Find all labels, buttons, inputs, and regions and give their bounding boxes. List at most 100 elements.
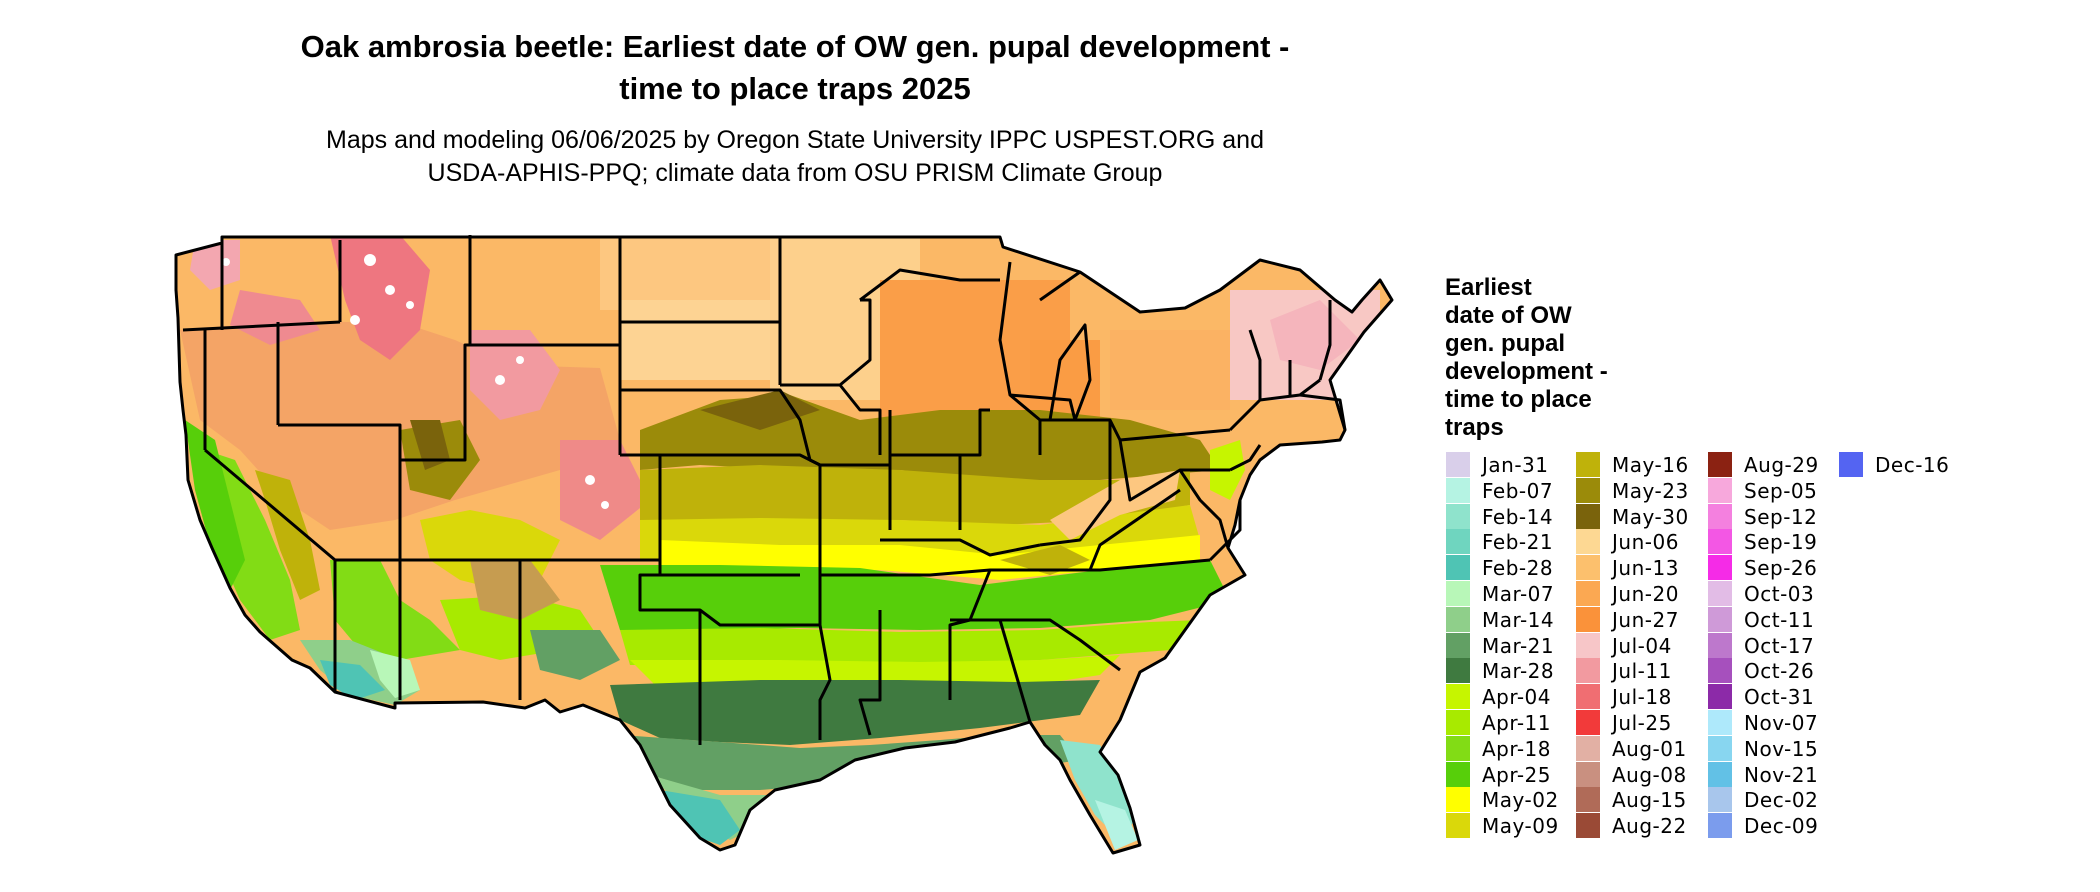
- legend-title-line: Earliest: [1445, 274, 1532, 301]
- legend-swatch: [1708, 607, 1732, 632]
- legend-label: Jun-13: [1612, 556, 1679, 580]
- legend-swatch: [1446, 581, 1470, 606]
- legend-label: May-30: [1612, 505, 1689, 529]
- legend-swatch: [1576, 529, 1600, 554]
- legend-label: Apr-18: [1482, 737, 1551, 761]
- legend-title-line: traps: [1445, 414, 1504, 441]
- legend-swatch: [1708, 710, 1732, 735]
- legend-swatch: [1576, 658, 1600, 683]
- legend-label: May-09: [1482, 814, 1559, 838]
- legend-label: Oct-11: [1744, 608, 1815, 632]
- legend-swatch: [1708, 658, 1732, 683]
- legend-title: Earliest date of OW gen. pupal developme…: [1445, 274, 1675, 442]
- legend-label: Jun-06: [1612, 530, 1679, 554]
- map-subtitle: Maps and modeling 06/06/2025 by Oregon S…: [180, 124, 1410, 190]
- map-title-line-1: Oak ambrosia beetle: Earliest date of OW…: [300, 29, 1290, 64]
- legend-swatch: [1446, 684, 1470, 709]
- legend-label: Sep-12: [1744, 505, 1818, 529]
- legend-title-line: time to place: [1445, 386, 1592, 413]
- map-title: Oak ambrosia beetle: Earliest date of OW…: [180, 26, 1410, 110]
- legend-label: Aug-01: [1612, 737, 1687, 761]
- legend-label: Sep-05: [1744, 479, 1818, 503]
- legend-label: Apr-04: [1482, 685, 1551, 709]
- legend-swatch: [1708, 529, 1732, 554]
- legend-swatch: [1708, 555, 1732, 580]
- legend-title-line: gen. pupal: [1445, 330, 1565, 357]
- legend-swatch: [1446, 813, 1470, 838]
- legend-swatch: [1576, 736, 1600, 761]
- legend-swatch: [1708, 581, 1732, 606]
- legend-label: Feb-21: [1482, 530, 1554, 554]
- legend-swatch: [1839, 452, 1863, 477]
- legend-swatch: [1446, 787, 1470, 812]
- legend-label: Dec-02: [1744, 788, 1819, 812]
- legend-label: Apr-25: [1482, 763, 1551, 787]
- legend-label: Oct-31: [1744, 685, 1815, 709]
- legend-label: Mar-07: [1482, 582, 1555, 606]
- legend-label: Jul-04: [1612, 634, 1672, 658]
- legend-swatch: [1576, 633, 1600, 658]
- map-title-line-2: time to place traps 2025: [619, 71, 971, 106]
- legend-label: Apr-11: [1482, 711, 1551, 735]
- legend-label: Mar-14: [1482, 608, 1555, 632]
- legend-label: Dec-16: [1875, 453, 1950, 477]
- legend-title-line: date of OW: [1445, 302, 1572, 329]
- legend-swatch: [1446, 736, 1470, 761]
- legend-label: Aug-22: [1612, 814, 1687, 838]
- legend-swatch: [1708, 633, 1732, 658]
- legend-swatch: [1446, 633, 1470, 658]
- legend-swatch: [1708, 684, 1732, 709]
- legend-label: Sep-26: [1744, 556, 1818, 580]
- legend-swatch: [1446, 529, 1470, 554]
- legend-swatch: [1576, 762, 1600, 787]
- legend-label: Jul-25: [1612, 711, 1672, 735]
- legend-label: Aug-15: [1612, 788, 1687, 812]
- legend-swatch: [1446, 452, 1470, 477]
- legend-swatch: [1576, 555, 1600, 580]
- legend-swatch: [1576, 684, 1600, 709]
- legend-swatch: [1576, 581, 1600, 606]
- legend-label: Jun-27: [1612, 608, 1679, 632]
- legend-swatch: [1446, 607, 1470, 632]
- legend-swatch: [1708, 452, 1732, 477]
- legend-label: Feb-07: [1482, 479, 1554, 503]
- legend-swatch: [1576, 478, 1600, 503]
- legend-swatch: [1708, 504, 1732, 529]
- legend-label: Sep-19: [1744, 530, 1818, 554]
- us-phenology-map: [174, 235, 1394, 855]
- legend-label: Nov-21: [1744, 763, 1819, 787]
- legend-label: Jul-11: [1612, 659, 1672, 683]
- map-subtitle-line-1: Maps and modeling 06/06/2025 by Oregon S…: [326, 126, 1264, 154]
- legend-label: Mar-28: [1482, 659, 1555, 683]
- legend-label: May-23: [1612, 479, 1689, 503]
- legend-label: May-16: [1612, 453, 1689, 477]
- legend-swatch: [1708, 813, 1732, 838]
- legend-label: May-02: [1482, 788, 1559, 812]
- legend-swatch: [1446, 762, 1470, 787]
- legend-label: Nov-07: [1744, 711, 1819, 735]
- legend-swatch: [1708, 736, 1732, 761]
- legend-label: Feb-14: [1482, 505, 1554, 529]
- legend-label: Aug-08: [1612, 763, 1687, 787]
- legend-swatch: [1576, 452, 1600, 477]
- legend-swatch: [1576, 504, 1600, 529]
- legend-swatch: [1446, 504, 1470, 529]
- legend-label: Mar-21: [1482, 634, 1555, 658]
- legend-swatch: [1576, 813, 1600, 838]
- legend-swatch: [1446, 478, 1470, 503]
- legend-label: Jun-20: [1612, 582, 1679, 606]
- legend-swatch: [1446, 555, 1470, 580]
- legend-label: Oct-26: [1744, 659, 1815, 683]
- legend-label: Feb-28: [1482, 556, 1554, 580]
- legend-label: Oct-03: [1744, 582, 1815, 606]
- legend-label: Oct-17: [1744, 634, 1815, 658]
- legend-label: Dec-09: [1744, 814, 1819, 838]
- legend-swatch: [1576, 607, 1600, 632]
- legend-label: Nov-15: [1744, 737, 1819, 761]
- legend-title-line: development -: [1445, 358, 1608, 385]
- legend-swatch: [1446, 710, 1470, 735]
- legend-swatch: [1708, 762, 1732, 787]
- legend-swatch: [1708, 787, 1732, 812]
- legend-label: Aug-29: [1744, 453, 1819, 477]
- legend-swatch: [1576, 787, 1600, 812]
